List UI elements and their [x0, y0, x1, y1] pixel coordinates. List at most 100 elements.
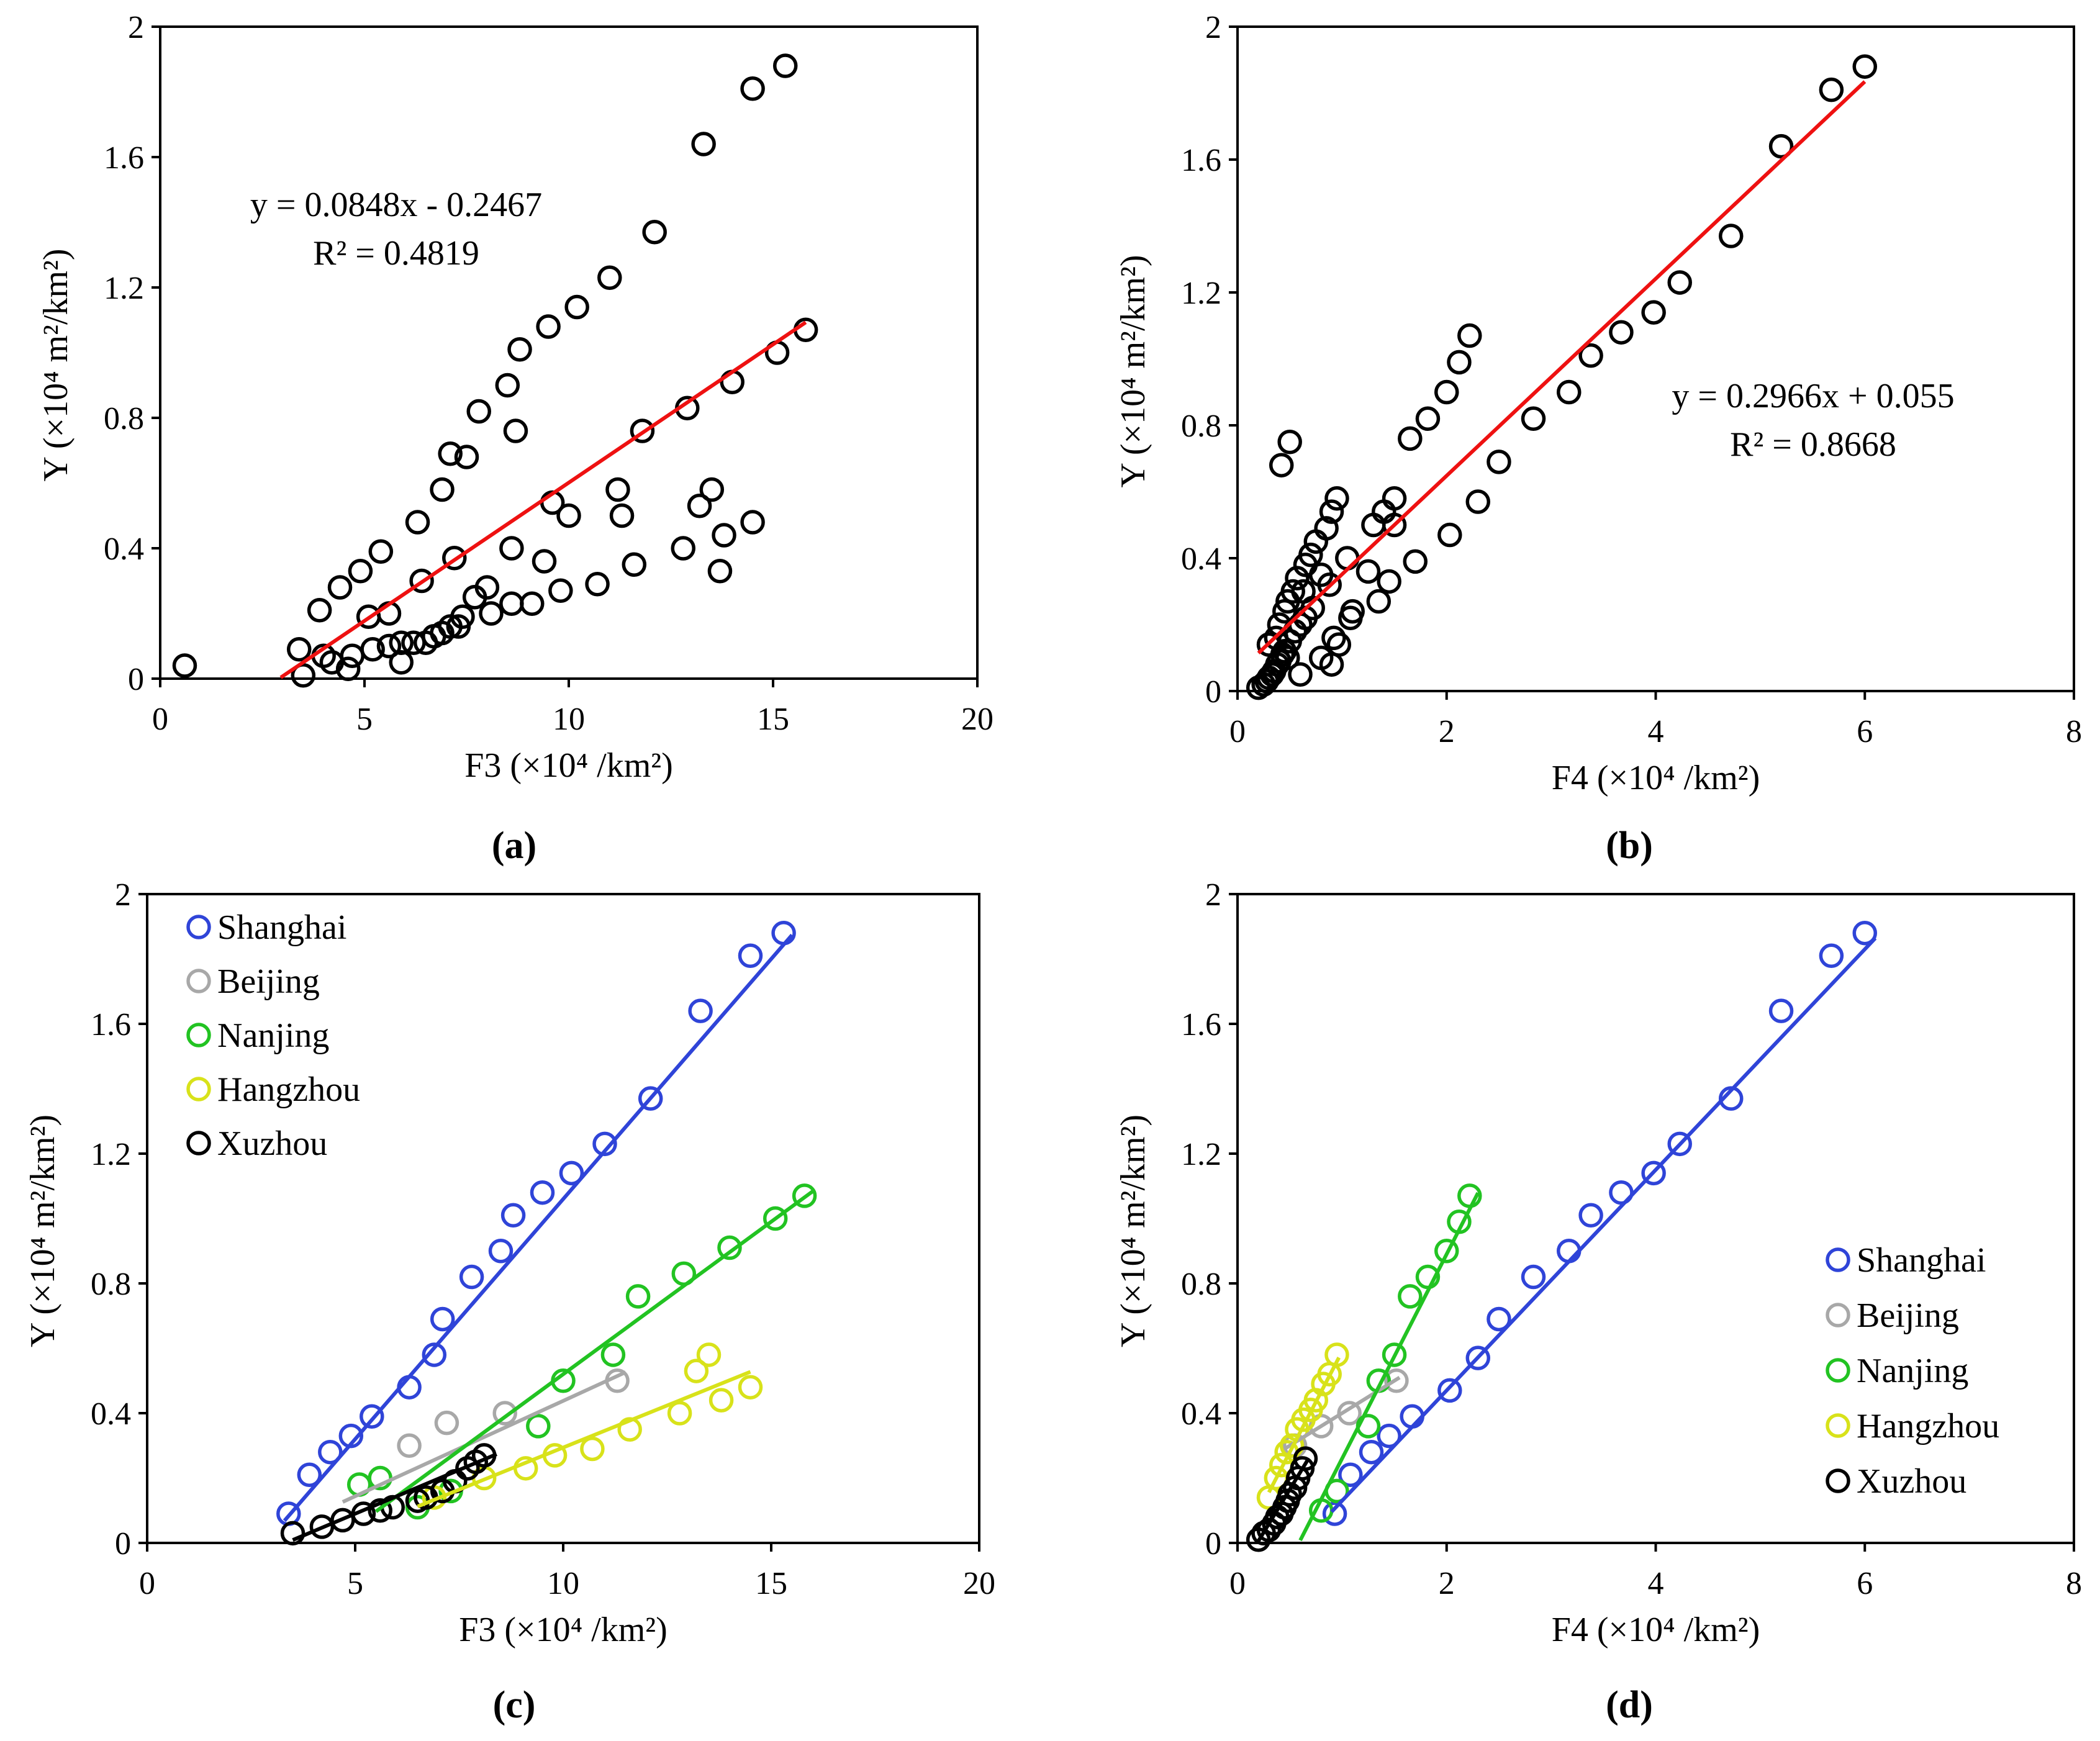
data-point	[600, 1342, 626, 1367]
y-tick-label: 1.2	[1181, 1137, 1221, 1172]
data-point	[1269, 453, 1294, 477]
data-point	[1447, 350, 1472, 375]
data-point	[597, 265, 622, 290]
data-point	[559, 1160, 584, 1186]
data-point	[740, 76, 765, 101]
data-point	[609, 503, 635, 528]
data-point	[792, 1183, 817, 1208]
panel-d: 0 0.4 0.8 1.2 1.6 2 0 2 4 6 8 F4 (×10⁴ /km²) Y (×10⁴…	[1114, 877, 2082, 1726]
y-tick-label: 1.2	[91, 1137, 131, 1172]
y-tick-label: 0.8	[104, 401, 144, 436]
data-point	[763, 1206, 788, 1231]
data-point	[348, 559, 373, 584]
data-point	[360, 1404, 384, 1429]
data-point	[771, 920, 796, 946]
data-point	[1285, 566, 1310, 590]
data-point	[1314, 516, 1339, 541]
y-tick-label: 2	[115, 877, 131, 913]
legend-label-nanjing: Nanjing	[1857, 1352, 1968, 1390]
equation-text: y = 0.0848x - 0.2467	[250, 186, 542, 224]
data-point	[430, 477, 455, 502]
data-point	[530, 1180, 555, 1205]
x-tick-label: 20	[963, 1566, 995, 1601]
data-point	[622, 552, 647, 577]
data-point	[280, 1521, 305, 1546]
data-point	[684, 1359, 709, 1383]
y-tick-label: 2	[1205, 10, 1221, 45]
data-point	[1819, 943, 1844, 969]
legend-marker-xuzhou	[1826, 1468, 1850, 1493]
data-point	[442, 546, 467, 571]
trend-line-all	[1257, 80, 1867, 655]
trend-line-all	[279, 320, 807, 679]
data-point	[291, 663, 316, 688]
equation-text: y = 0.2966x + 0.055	[1672, 377, 1954, 415]
y-tick-label: 2	[1205, 877, 1221, 913]
plot-frame	[159, 25, 979, 680]
data-point	[1355, 559, 1381, 584]
trend-line-beijing	[342, 1370, 627, 1504]
data-point	[642, 220, 667, 245]
data-point	[307, 598, 332, 623]
data-point	[717, 1235, 742, 1260]
legend-label-xuzhou: Xuzhou	[1857, 1462, 1966, 1501]
data-point	[360, 637, 385, 662]
data-point	[1556, 379, 1582, 405]
y-tick-label: 0.8	[1181, 409, 1221, 444]
x-tick-label: 0	[152, 702, 168, 737]
trend-line-nanjing	[1298, 1192, 1480, 1542]
data-point	[1279, 1433, 1305, 1458]
y-tick-label: 0	[1205, 674, 1221, 710]
data-point	[638, 1086, 663, 1111]
data-point	[1377, 1423, 1401, 1449]
legend-marker-beijing	[1826, 1303, 1850, 1327]
series-shanghai	[276, 920, 796, 1526]
data-point	[526, 1414, 551, 1439]
data-point	[1641, 1160, 1666, 1186]
series-all	[1246, 54, 1877, 700]
panel-caption: (c)	[493, 1684, 536, 1726]
x-tick-label: 15	[755, 1566, 787, 1601]
legend-label-hangzhou: Hangzhou	[1857, 1407, 1999, 1445]
panel-b: 0 0.4 0.8 1.2 1.6 2 0 2 4 6 8 F4 (×10⁴ /km²) Y (×10⁴…	[1114, 10, 2082, 867]
data-point	[1322, 1501, 1347, 1526]
data-point	[580, 1436, 605, 1462]
trend-line-beijing	[1283, 1375, 1401, 1451]
legend-label-beijing: Beijing	[217, 962, 320, 1001]
data-point	[340, 643, 365, 668]
data-point	[1434, 1239, 1459, 1264]
x-axis-label: F3 (×10⁴ /km²)	[459, 1611, 667, 1649]
data-point	[1609, 320, 1634, 345]
x-tick-label: 20	[961, 702, 993, 737]
legend-marker-hangzhou	[1826, 1413, 1850, 1438]
y-tick-label: 1.6	[1181, 143, 1221, 178]
legend-label-beijing: Beijing	[1857, 1296, 1959, 1335]
y-tick-label: 0.8	[91, 1267, 131, 1302]
data-point	[1298, 542, 1323, 568]
y-tick-label: 1.6	[91, 1007, 131, 1042]
data-point	[409, 568, 434, 594]
data-point	[1382, 486, 1407, 511]
data-point	[1852, 920, 1877, 946]
series-shanghai	[1322, 920, 1877, 1526]
data-point	[605, 477, 630, 502]
x-axis-label: F4 (×10⁴ /km²)	[1552, 759, 1760, 797]
data-point	[405, 510, 430, 535]
data-point	[1437, 1378, 1462, 1403]
data-point	[1398, 1284, 1423, 1309]
y-tick-label: 0	[128, 662, 144, 697]
plot-frame	[1236, 25, 2075, 692]
data-point	[772, 53, 798, 78]
data-point	[1384, 1368, 1409, 1393]
y-tick-label: 0	[115, 1526, 131, 1562]
data-point	[1768, 998, 1794, 1023]
x-tick-label: 0	[1229, 714, 1246, 749]
data-point	[1382, 512, 1407, 538]
data-point	[1437, 522, 1462, 548]
data-point	[1578, 343, 1603, 368]
data-point	[708, 1388, 734, 1413]
data-point	[1326, 632, 1352, 657]
data-point	[1487, 450, 1511, 474]
data-point	[1521, 406, 1546, 432]
y-tick-label: 0.4	[104, 531, 144, 567]
